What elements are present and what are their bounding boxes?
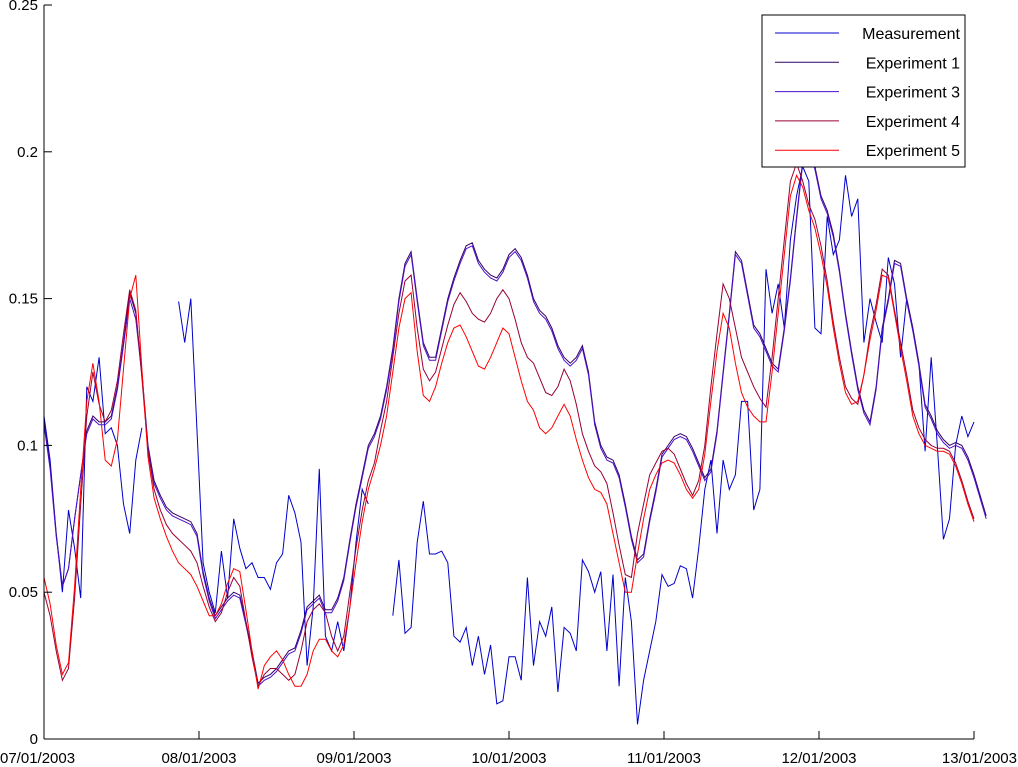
series-line-4 — [43, 173, 975, 690]
y-tick-label: 0.2 — [17, 144, 38, 161]
x-tick-label: 09/01/2003 — [316, 750, 391, 767]
y-tick-label: 0.15 — [9, 291, 38, 308]
series-line-2 — [43, 147, 987, 688]
legend-box — [761, 14, 966, 168]
legend-entry-label: Experiment 5 — [866, 143, 960, 160]
legend-entry-label: Experiment 1 — [866, 55, 960, 72]
legend-entry-label: Measurement — [862, 26, 960, 43]
x-tick-label: 13/01/2003 — [942, 750, 1017, 767]
series-layer — [43, 144, 987, 725]
x-tick-label: 12/01/2003 — [781, 750, 856, 767]
x-tick-label: 10/01/2003 — [471, 750, 546, 767]
legend-entry-label: Experiment 3 — [866, 85, 960, 102]
legend: Measurement Experiment 1 Experiment 3 Exper… — [761, 14, 966, 168]
series-line-3 — [43, 161, 975, 688]
legend-entry-label: Experiment 4 — [866, 114, 960, 131]
y-tick-label: 0.25 — [9, 0, 38, 14]
y-tick-label: 0.1 — [17, 437, 38, 454]
x-tick-label: 07/01/2003 — [0, 750, 75, 767]
y-tick-label: 0 — [30, 731, 38, 748]
x-tick-label: 08/01/2003 — [161, 750, 236, 767]
y-tick-label: 0.05 — [9, 584, 38, 601]
x-tick-label: 11/01/2003 — [627, 750, 701, 767]
